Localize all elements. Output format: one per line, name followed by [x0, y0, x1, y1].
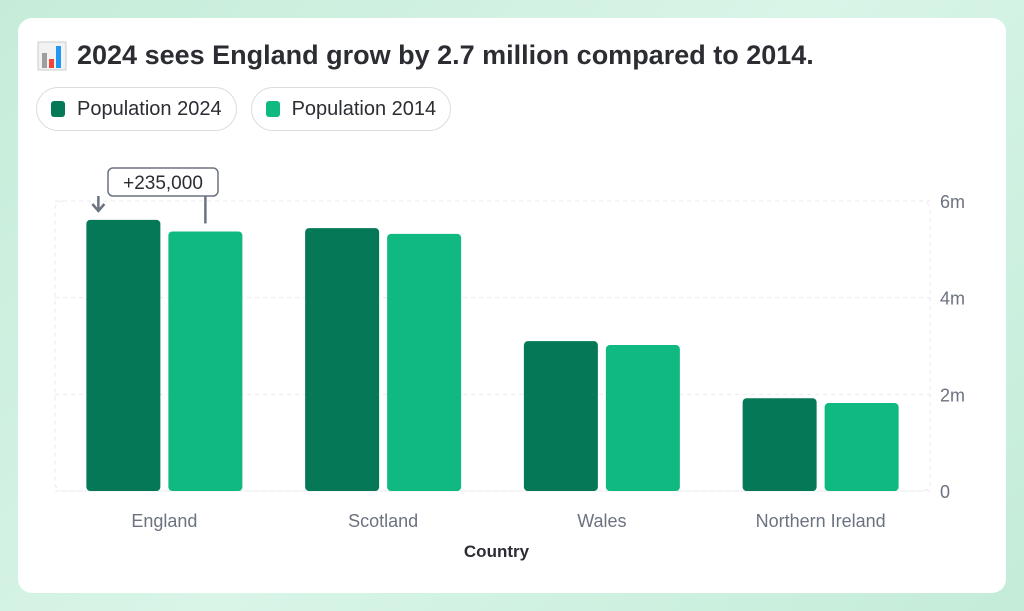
legend-swatch: [51, 101, 65, 117]
legend-item-2014[interactable]: Population 2014: [250, 87, 452, 131]
bar-2014: [605, 345, 680, 491]
arrow-head-icon: [91, 203, 106, 213]
bar-2024: [742, 398, 817, 491]
chart-title: 2024 sees England grow by 2.7 million co…: [77, 40, 814, 70]
bar-2024: [523, 341, 598, 491]
legend-label: Population 2024: [77, 97, 222, 120]
bar-2014: [168, 231, 243, 491]
y-tick-label: 6m: [940, 192, 965, 212]
bar-2014: [824, 403, 899, 491]
bar-2024: [305, 228, 380, 492]
y-tick-label: 2m: [940, 385, 965, 405]
x-tick-label: Wales: [577, 511, 626, 531]
x-tick-label: England: [131, 511, 197, 531]
x-tick-label: Northern Ireland: [756, 511, 886, 531]
x-tick-label: Scotland: [348, 511, 418, 531]
plot-frame: [54, 200, 931, 492]
legend-item-2024[interactable]: Population 2024: [36, 87, 237, 131]
bar-2024: [86, 219, 161, 491]
chart-title-row: 2024 sees England grow by 2.7 million co…: [37, 40, 814, 71]
y-tick-label: 4m: [940, 289, 965, 309]
y-tick-label: 0: [940, 482, 950, 502]
annotation-label: +235,000: [123, 173, 203, 194]
legend-swatch: [265, 101, 280, 117]
legend-label: Population 2014: [291, 97, 437, 120]
annotation-box: [107, 167, 219, 197]
bar-2014: [387, 233, 462, 491]
x-axis-title: Country: [464, 542, 530, 561]
legend: Population 2024 Population 2014: [36, 87, 452, 131]
bar-chart-icon: [37, 41, 67, 70]
